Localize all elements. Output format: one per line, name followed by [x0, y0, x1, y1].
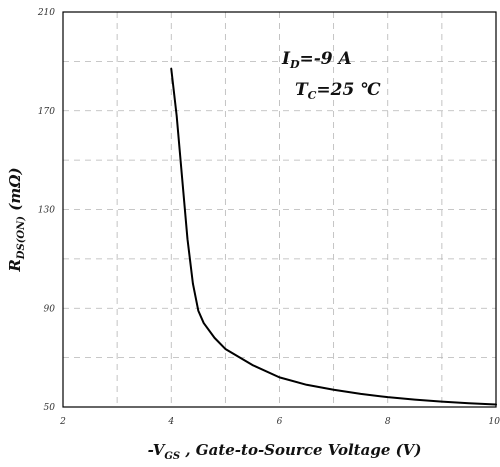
x-axis-label-rest: , Gate-to-Source Voltage (V)	[180, 441, 421, 459]
annotation-drain-current-rest: =-9 A	[300, 49, 352, 69]
y-axis-label-rest: (mΩ)	[6, 167, 24, 216]
x-axis-label: -VGS , Gate-to-Source Voltage (V)	[148, 441, 422, 462]
x-tick-label: 4	[167, 417, 174, 427]
annotation-drain-current-sub: D	[289, 58, 300, 71]
y-tick-label: 50	[44, 403, 56, 413]
tick-labels: 2 4 6 8 10 50 90 130 170 210	[37, 8, 500, 427]
y-tick-label: 170	[38, 107, 55, 117]
annotation-case-temperature-prefix: T	[295, 80, 309, 100]
x-axis-label-prefix: -V	[148, 441, 166, 459]
annotation-case-temperature-rest: =25 ℃	[316, 80, 381, 100]
x-axis-label-sub: GS	[164, 451, 180, 462]
x-tick-label: 8	[385, 417, 391, 427]
y-tick-label: 130	[38, 206, 55, 216]
plot-area-frame	[62, 11, 497, 408]
y-axis-label-sub: DS(ON)	[16, 216, 27, 260]
y-axis-label: RDS(ON) (mΩ)	[6, 167, 27, 272]
x-tick-label: 6	[277, 417, 283, 427]
x-tick-label: 2	[59, 417, 66, 427]
series-line	[170, 67, 497, 406]
x-tick-label: 10	[489, 417, 500, 427]
grid	[63, 12, 496, 407]
annotation-case-temperature-sub: C	[308, 89, 317, 102]
annotation-drain-current-prefix: I	[281, 49, 291, 69]
annotation-drain-current: ID=-9 A	[281, 49, 352, 71]
y-tick-label: 90	[44, 304, 56, 314]
y-tick-label: 210	[37, 8, 55, 18]
series-layer	[170, 67, 497, 406]
y-axis-label-prefix: R	[6, 259, 24, 272]
annotation-case-temperature: TC=25 ℃	[295, 80, 381, 102]
